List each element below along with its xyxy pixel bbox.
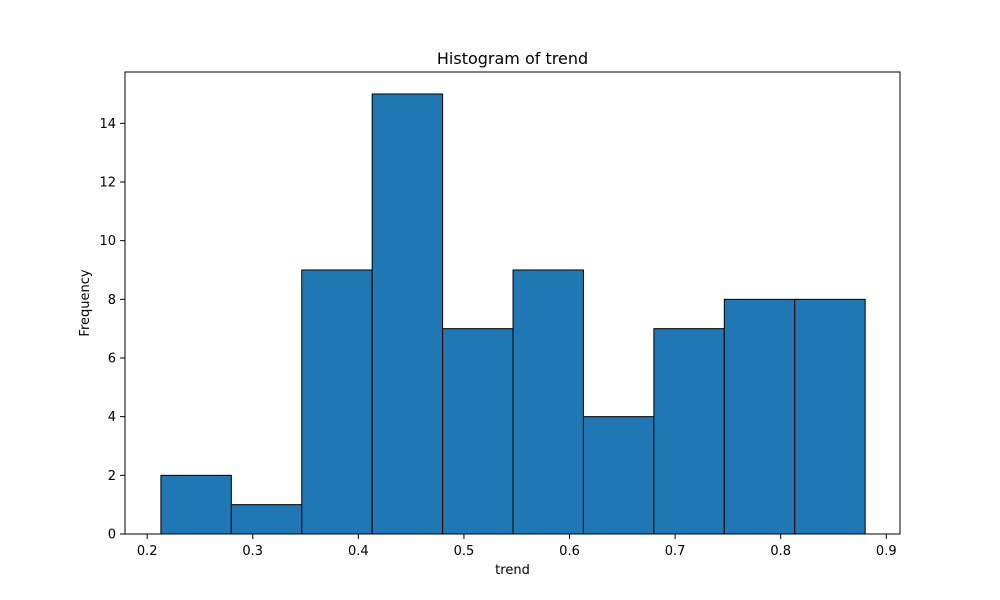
y-tick-label: 8 bbox=[108, 293, 116, 308]
x-tick-label: 0.5 bbox=[454, 544, 475, 559]
x-tick-label: 0.9 bbox=[876, 544, 897, 559]
histogram-bar bbox=[582, 416, 655, 535]
histogram-bar bbox=[653, 328, 725, 535]
chart-title: Histogram of trend bbox=[437, 49, 588, 68]
x-tick-label: 0.7 bbox=[665, 544, 686, 559]
y-tick-label: 2 bbox=[108, 469, 116, 484]
x-tick-label: 0.4 bbox=[348, 544, 369, 559]
y-tick-label: 4 bbox=[108, 410, 116, 425]
y-axis-label: Frequency bbox=[78, 269, 93, 336]
y-tick-label: 0 bbox=[108, 528, 116, 543]
y-tick-label: 12 bbox=[99, 176, 116, 191]
x-tick-label: 0.2 bbox=[137, 544, 158, 559]
histogram-bar bbox=[723, 298, 796, 535]
histogram-bar bbox=[230, 504, 303, 535]
x-tick-label: 0.6 bbox=[559, 544, 580, 559]
y-tick-label: 6 bbox=[108, 352, 116, 367]
y-tick-label: 14 bbox=[99, 117, 116, 132]
bars-layer bbox=[160, 93, 866, 535]
y-axis: 0 2 4 6 8 10 12 14 bbox=[99, 117, 125, 543]
histogram-bar bbox=[442, 328, 514, 535]
x-tick-label: 0.3 bbox=[242, 544, 263, 559]
x-tick-label: 0.8 bbox=[770, 544, 791, 559]
histogram-bar bbox=[512, 269, 584, 535]
y-tick-label: 10 bbox=[99, 234, 116, 249]
x-axis: 0.2 0.3 0.4 0.5 0.6 0.7 0.8 0.9 bbox=[137, 534, 897, 559]
histogram-bar bbox=[794, 298, 866, 535]
histogram-bar bbox=[301, 269, 373, 535]
x-axis-label: trend bbox=[495, 563, 530, 578]
histogram-bar bbox=[371, 93, 444, 535]
plot-frame bbox=[124, 71, 901, 535]
histogram-bar bbox=[160, 474, 232, 535]
